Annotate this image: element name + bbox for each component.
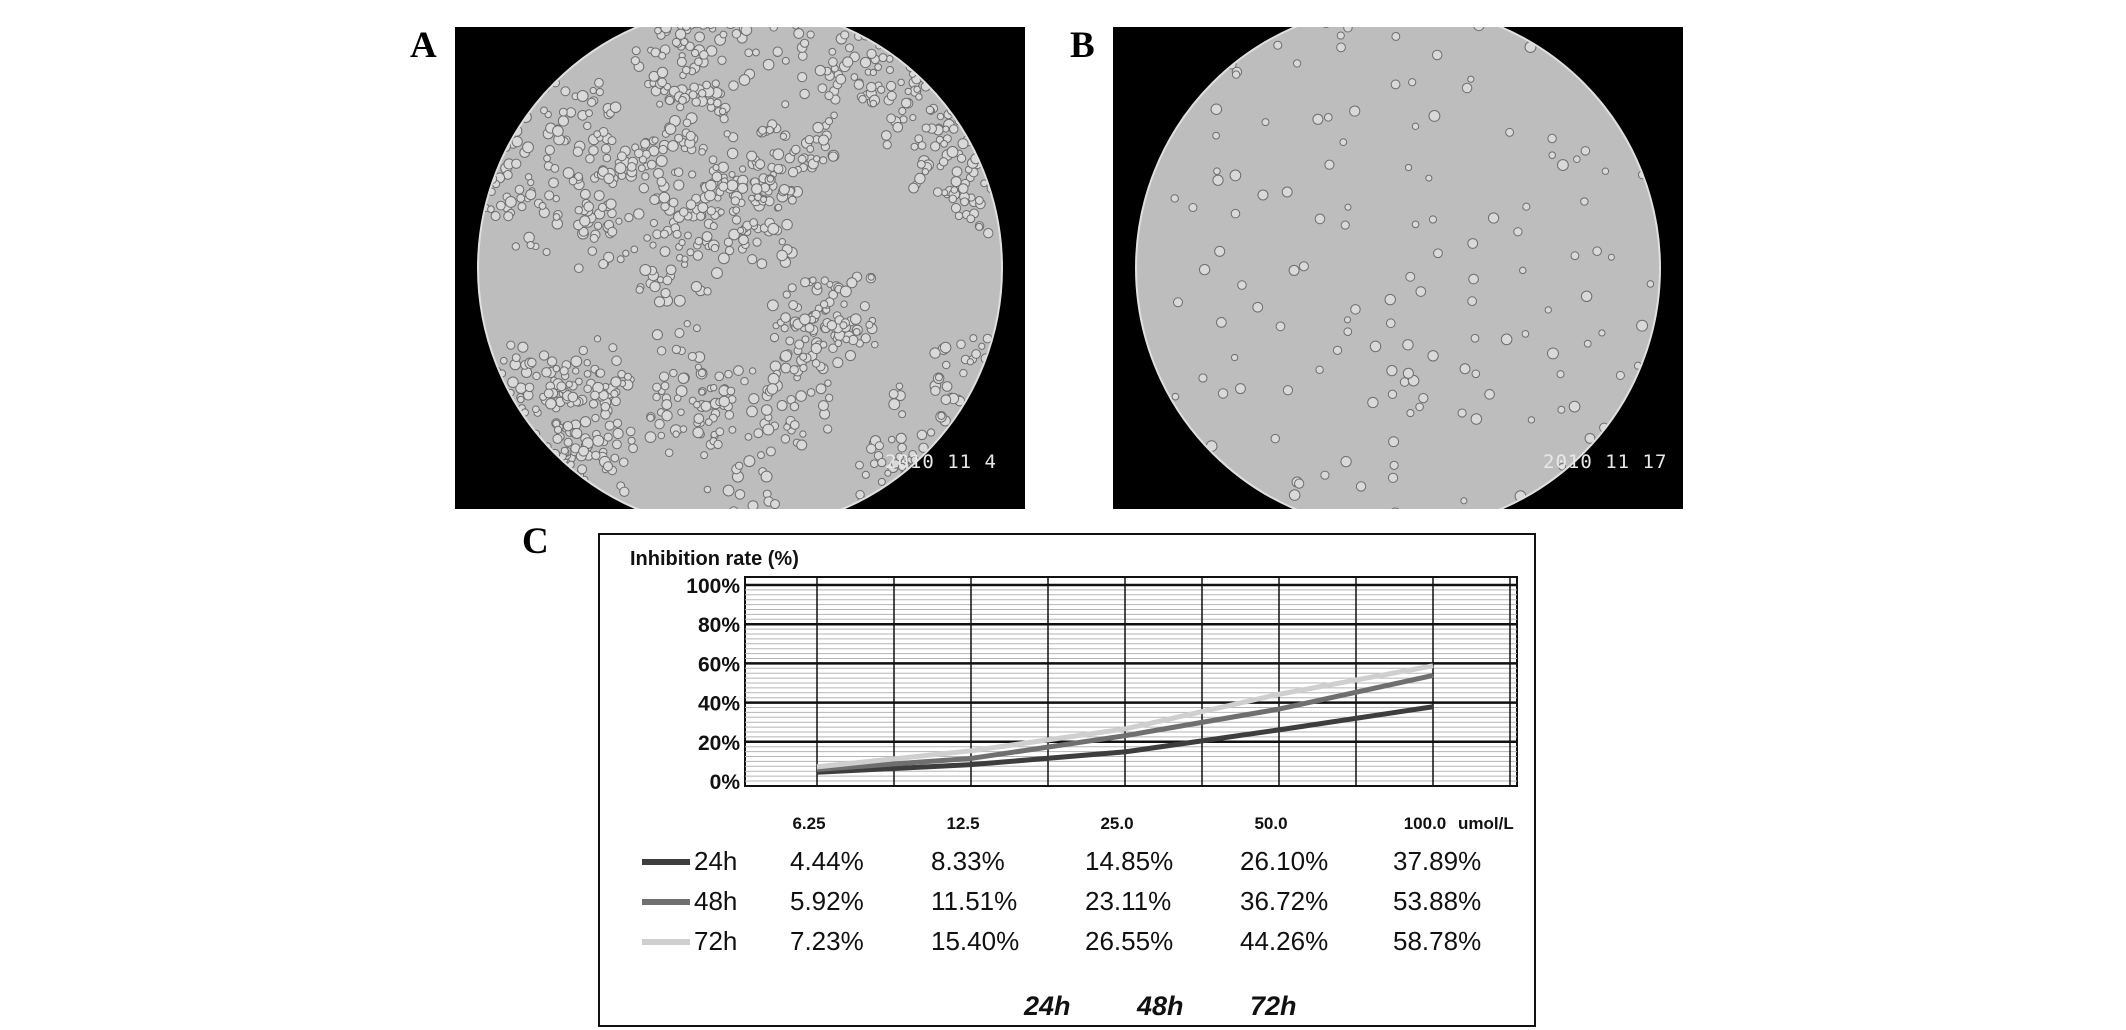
x-tick-label: 100.0 [1404, 814, 1447, 833]
y-tick-label: 100% [686, 575, 740, 598]
table-cell-value: 23.11% [1085, 886, 1171, 916]
micrograph-b-image [1113, 27, 1683, 509]
table-cell-value: 5.92% [790, 886, 864, 916]
micrograph-a: 2010 11 4 [455, 27, 1025, 509]
date-stamp-a: 2010 11 4 [885, 451, 997, 473]
micrograph-b: 2010 11 17 [1113, 27, 1683, 509]
table-cell-value: 44.26% [1240, 926, 1328, 956]
y-tick-label: 40% [698, 693, 740, 716]
legend-series-name: 72h [694, 926, 737, 956]
y-tick-label: 80% [698, 614, 740, 637]
inhibition-chart: Inhibition rate (%) 100% 80% 60% 40% 20% 0% 6… [630, 548, 1518, 1021]
legend-series-name: 48h [694, 886, 737, 916]
series-line-72h [816, 663, 1434, 770]
table-cell-value: 7.23% [790, 926, 864, 956]
x-tick-label: 12.5 [946, 814, 979, 833]
table-cell-value: 4.44% [790, 846, 864, 876]
panel-a-letter: A [410, 25, 437, 66]
micrograph-a-image [455, 27, 1025, 509]
table-cell-value: 53.88% [1393, 886, 1481, 916]
table-cell-value: 37.89% [1393, 846, 1481, 876]
chart-panel: Inhibition rate (%) 100% 80% 60% 40% 20% 0% 6… [598, 533, 1536, 1027]
y-axis-title: Inhibition rate (%) [630, 548, 799, 570]
table-cell-value: 11.51% [931, 886, 1017, 916]
x-tick-label: 50.0 [1254, 814, 1287, 833]
table-cell-value: 58.78% [1393, 926, 1481, 956]
date-stamp-b: 2010 11 17 [1543, 451, 1668, 473]
series-line-48h [816, 672, 1434, 772]
x-tick-label: 6.25 [792, 814, 825, 833]
panel-c-letter: C [522, 521, 549, 562]
data-table: 24h 4.44% 8.33% 14.85% 26.10% 37.89% 48h 5.92% 1… [642, 846, 1481, 956]
y-tick-label: 60% [698, 653, 740, 676]
legend-series-name: 24h [694, 846, 737, 876]
bottom-legend: 24h 48h 72h [1023, 991, 1297, 1021]
x-tick-labels: 6.25 12.5 25.0 50.0 100.0 [792, 814, 1446, 833]
bottom-legend-label: 24h [1023, 991, 1071, 1021]
table-cell-value: 15.40% [931, 926, 1019, 956]
bottom-legend-label: 48h [1136, 991, 1184, 1021]
table-cell-value: 36.72% [1240, 886, 1328, 916]
table-cell-value: 26.55% [1085, 926, 1173, 956]
panel-b-letter: B [1070, 25, 1095, 66]
table-cell-value: 8.33% [931, 846, 1005, 876]
series-line-24h [816, 704, 1434, 775]
field-of-view [1136, 27, 1660, 509]
bottom-legend-label: 72h [1250, 991, 1297, 1021]
y-tick-label: 0% [710, 771, 741, 794]
x-tick-label: 25.0 [1100, 814, 1133, 833]
table-cell-value: 14.85% [1085, 846, 1173, 876]
y-tick-labels: 100% 80% 60% 40% 20% 0% [686, 575, 740, 794]
series-lines [816, 663, 1434, 775]
y-tick-label: 20% [698, 732, 740, 755]
x-unit-label: umol/L [1458, 814, 1514, 833]
table-cell-value: 26.10% [1240, 846, 1328, 876]
